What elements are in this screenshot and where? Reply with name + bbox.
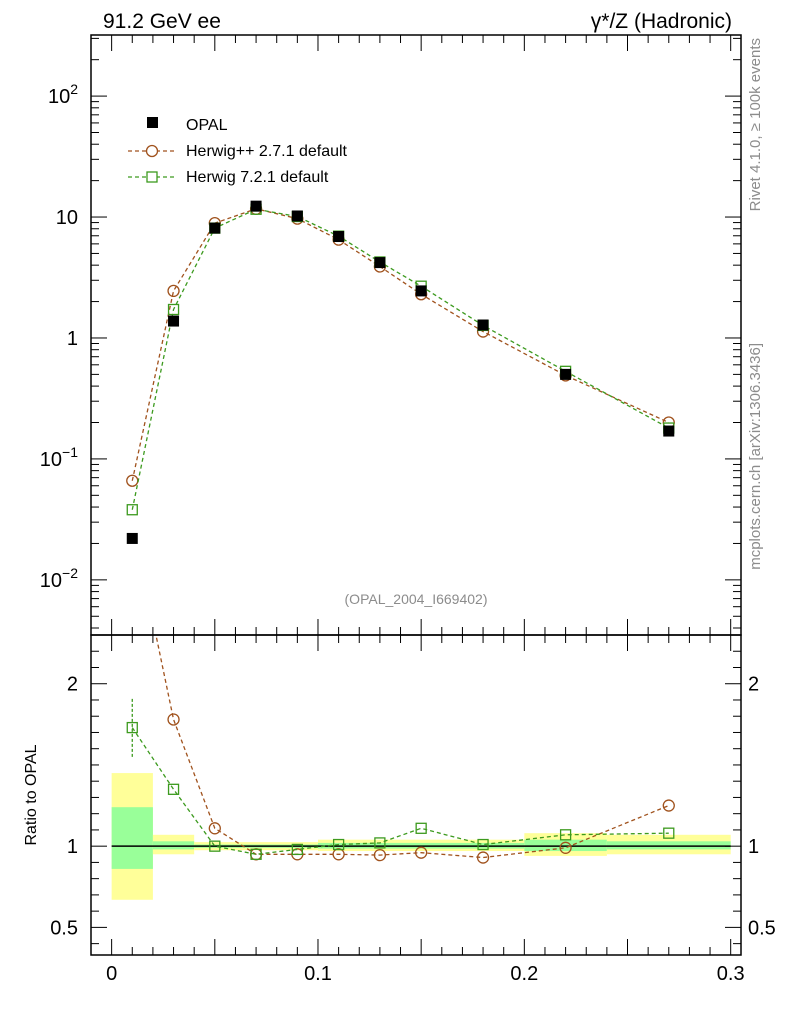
ratio-uncertainty-bands [111, 773, 731, 900]
uncertainty-band-inner [524, 839, 607, 852]
analysis-tag: (OPAL_2004_I669402) [345, 591, 488, 607]
data-point [373, 848, 387, 862]
data-point [477, 319, 489, 331]
y-tick-label: 102 [48, 81, 78, 108]
mcplots-label: mcplots.cern.ch [arXiv:1306.3436] [747, 343, 764, 570]
x-tick-label: 0.3 [717, 963, 745, 985]
ratio-y-tick-label-right: 2 [748, 674, 759, 696]
data-point [477, 838, 489, 851]
data-point [332, 848, 345, 861]
data-point [208, 822, 221, 835]
x-tick-label: 0 [106, 963, 117, 985]
ratio-y-tick-label-right: 1 [748, 836, 759, 858]
legend: OPAL Herwig++ 2.7.1 default Herwig 7.2.1… [128, 117, 348, 186]
uncertainty-band-inner [606, 841, 731, 850]
legend-mc1-marker [145, 144, 159, 158]
data-point [209, 840, 221, 852]
data-point [127, 516, 138, 527]
legend-data-label: OPAL [186, 117, 228, 134]
uncertainty-band-inner [111, 807, 153, 869]
ratio-y-tick-label: 2 [67, 674, 78, 696]
ratio-y-tick-label: 0.5 [50, 917, 78, 939]
data-point [415, 285, 427, 297]
rivet-label: Rivet 4.1.0, ≥ 100k events [747, 38, 764, 211]
series-line [131, 208, 670, 510]
uncertainty-band-inner [152, 841, 195, 850]
data-point [291, 843, 303, 856]
legend-mc2-marker [146, 171, 158, 183]
data-point [250, 200, 262, 212]
y-tick-label: 1 [67, 328, 78, 350]
ratio-y-tick-label-right: 0.5 [748, 917, 776, 939]
data-point [662, 799, 675, 812]
x-tick-label: 0.2 [510, 963, 538, 985]
series-line [155, 635, 670, 859]
data-point [333, 231, 345, 243]
data-point [332, 838, 345, 851]
chart-title-right: γ*/Z (Hadronic) [591, 10, 732, 33]
data-point [663, 425, 675, 437]
x-tick-label: 0.1 [304, 963, 332, 985]
data-point [374, 837, 386, 849]
data-point [126, 721, 138, 734]
ratio-axis-ticks: 0.5 0.5 1 1 2 2 0 0.1 0.2 0.3 [50, 635, 776, 985]
legend-data-marker [147, 117, 158, 128]
data-point [559, 841, 572, 854]
ratio-panel: 0.5 0.5 1 1 2 2 0 0.1 0.2 0.3 Ratio to OPAL [23, 516, 776, 985]
ratio-y-axis-label: Ratio to OPAL [23, 744, 40, 845]
data-point [559, 829, 572, 841]
y-tick-label: 10 [56, 207, 78, 229]
data-point [560, 368, 572, 380]
data-point [374, 257, 386, 269]
data-point [476, 851, 490, 864]
ratio-frame [90, 634, 742, 956]
data-point [126, 532, 138, 544]
data-point [291, 210, 303, 222]
main-axis-ticks: 10−2 10−1 1 10 102 [40, 35, 741, 635]
data-point [415, 822, 427, 834]
data-point [167, 783, 180, 795]
main-panel: 10−2 10−1 1 10 102 (OPAL_2004_I669402) [40, 34, 742, 636]
data-point [167, 713, 180, 726]
legend-mc2-label: Herwig 7.2.1 default [186, 169, 329, 186]
chart-title-left: 91.2 GeV ee [103, 10, 221, 33]
main-data-marks [126, 200, 675, 544]
data-point [126, 504, 138, 516]
ratio-data-marks [126, 516, 675, 864]
data-point [167, 284, 180, 298]
data-point [663, 827, 675, 839]
data-point [168, 315, 180, 327]
y-tick-label: 10−1 [40, 444, 78, 471]
y-tick-label: 10−2 [40, 565, 78, 592]
data-point [250, 848, 262, 860]
ratio-y-tick-label: 1 [67, 836, 78, 858]
data-point [167, 303, 180, 316]
legend-mc1-label: Herwig++ 2.7.1 default [186, 143, 348, 160]
data-point [209, 222, 221, 234]
series-line [131, 727, 669, 855]
series-line [131, 208, 670, 481]
data-point [415, 846, 428, 859]
